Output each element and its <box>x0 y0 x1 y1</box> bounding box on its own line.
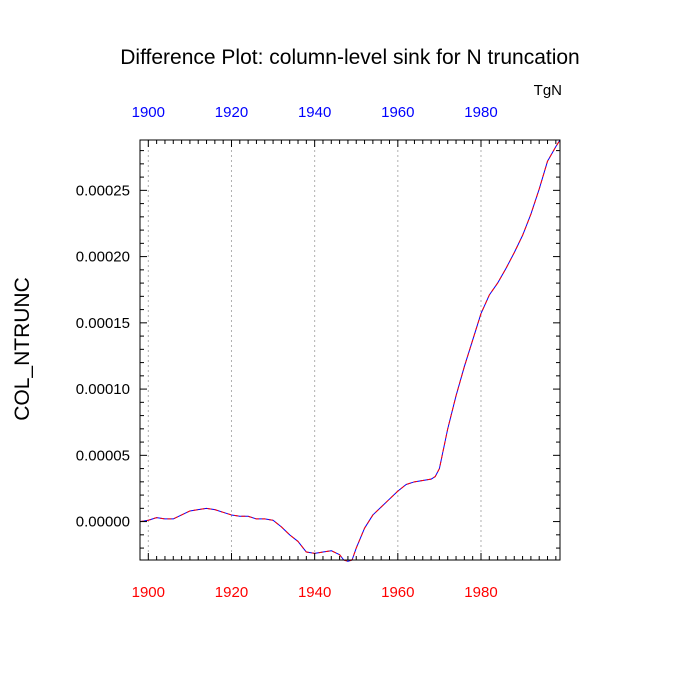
plot-frame <box>139 139 561 561</box>
tick-labels: 1900 1900 1920 1920 1940 1940 1960 1960 1980 1980… <box>76 104 498 601</box>
x-tick-label-bottom-1960: 1960 <box>381 584 414 601</box>
y-tick-label-2: 0.00010 <box>76 381 130 398</box>
x-tick-label-top-1960: 1960 <box>381 104 414 121</box>
y-tick-label-3: 0.00015 <box>76 315 130 332</box>
x-tick-label-bottom-1900: 1900 <box>132 584 165 601</box>
x-tick-label-bottom-1980: 1980 <box>464 584 497 601</box>
y-tick-label-4: 0.00020 <box>76 249 130 266</box>
x-tick-label-top-1940: 1940 <box>298 104 331 121</box>
x-tick-label-bottom-1920: 1920 <box>215 584 248 601</box>
y-axis-label: COL_NTRUNC <box>11 277 34 421</box>
x-tick-label-top-1920: 1920 <box>215 104 248 121</box>
x-tick-label-top-1980: 1980 <box>464 104 497 121</box>
chart-title: Difference Plot: column-level sink for N… <box>120 46 579 69</box>
y-tick-label-5: 0.00025 <box>76 182 130 199</box>
x-tick-label-top-1900: 1900 <box>132 104 165 121</box>
axis-ticks <box>140 140 560 560</box>
units-label: TgN <box>534 82 562 99</box>
x-tick-label-bottom-1940: 1940 <box>298 584 331 601</box>
y-tick-label-1: 0.00005 <box>76 447 130 464</box>
grid <box>147 140 482 560</box>
y-tick-label-0: 0.00000 <box>76 514 130 531</box>
